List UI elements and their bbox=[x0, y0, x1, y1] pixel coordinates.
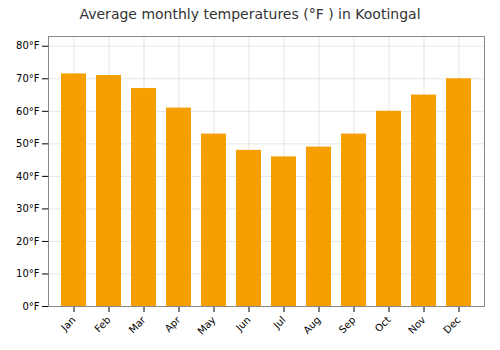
svg-text:20°F: 20°F bbox=[16, 236, 40, 247]
svg-text:Nov: Nov bbox=[406, 314, 428, 336]
svg-text:Mar: Mar bbox=[127, 314, 149, 336]
svg-text:80°F: 80°F bbox=[16, 40, 40, 51]
svg-text:Dec: Dec bbox=[441, 314, 462, 335]
svg-text:Feb: Feb bbox=[92, 314, 112, 334]
svg-text:70°F: 70°F bbox=[16, 73, 40, 84]
svg-text:30°F: 30°F bbox=[16, 203, 40, 214]
svg-text:Oct: Oct bbox=[373, 314, 393, 334]
html-text:Average monthly temperatures (: Average monthly temperatures (°F ) in Ko… bbox=[79, 6, 421, 22]
svg-text:0°F: 0°F bbox=[22, 301, 39, 312]
svg-text:Jun: Jun bbox=[233, 314, 253, 334]
svg-text:Jan: Jan bbox=[58, 314, 77, 333]
svg-text:Jul: Jul bbox=[271, 314, 288, 331]
svg-text:Aug: Aug bbox=[301, 314, 323, 336]
svg-text:10°F: 10°F bbox=[16, 268, 40, 279]
svg-text:Apr: Apr bbox=[163, 314, 184, 335]
svg-text:40°F: 40°F bbox=[16, 171, 40, 182]
svg-text:50°F: 50°F bbox=[16, 138, 40, 149]
svg-text:60°F: 60°F bbox=[16, 106, 40, 117]
svg-text:Sep: Sep bbox=[337, 314, 358, 335]
svg-text:May: May bbox=[195, 314, 217, 336]
